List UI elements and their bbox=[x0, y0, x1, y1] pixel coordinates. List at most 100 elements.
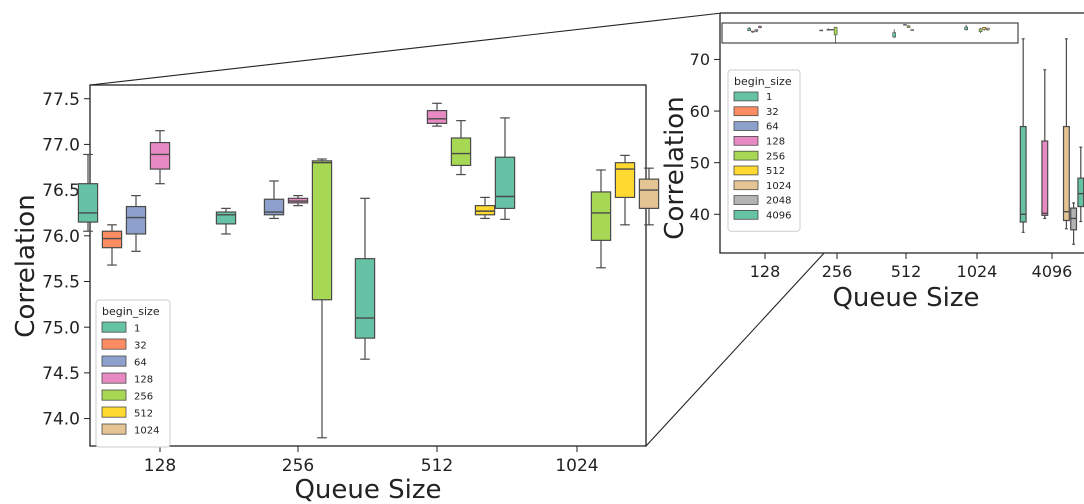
legend-label-512: 512 bbox=[134, 408, 153, 419]
legend-swatch-128 bbox=[101, 372, 127, 384]
inset-x-axis: 128 256 512 1024 4096 bbox=[750, 253, 1073, 281]
legend-swatch-32 bbox=[733, 106, 759, 117]
box-4096-1024 bbox=[1062, 38, 1070, 230]
legend-label-128: 128 bbox=[134, 374, 153, 385]
main-x-axis-title: Queue Size bbox=[294, 475, 441, 504]
zoom-box bbox=[985, 27, 990, 31]
box-512-1 bbox=[354, 197, 376, 360]
main-y-tick-label: 76.0 bbox=[42, 227, 80, 247]
legend-swatch-1024 bbox=[733, 180, 759, 191]
legend-swatch-512 bbox=[101, 406, 127, 418]
main-y-tick-label: 74.0 bbox=[42, 410, 80, 430]
legend-label-64: 64 bbox=[766, 122, 779, 133]
main-chart: 74.0 74.5 75.0 75.5 76.0 76.5 77.0 77.5 128 256 5… bbox=[11, 84, 660, 504]
legend-swatch-32 bbox=[101, 338, 127, 350]
main-x-tick-label: 128 bbox=[144, 456, 176, 476]
box-iqr bbox=[638, 178, 660, 209]
box-1024-1 bbox=[494, 117, 516, 220]
box-1024-1024 bbox=[638, 167, 660, 226]
box-4096-2048 bbox=[1070, 202, 1078, 245]
legend-label-1: 1 bbox=[134, 323, 140, 334]
box-iqr bbox=[474, 205, 496, 216]
box-iqr bbox=[125, 205, 147, 235]
inset-x-tick-label: 512 bbox=[891, 262, 922, 281]
main-x-tick-label: 1024 bbox=[555, 456, 598, 476]
box-iqr bbox=[1041, 140, 1049, 216]
box-4096-1 bbox=[1019, 38, 1027, 233]
legend-swatch-64 bbox=[101, 355, 127, 367]
box-iqr bbox=[263, 198, 285, 216]
inset-x-tick-label: 4096 bbox=[1032, 262, 1073, 281]
box-1024-512 bbox=[614, 154, 636, 226]
zoom-box bbox=[906, 25, 911, 28]
box-iqr bbox=[77, 183, 99, 223]
inset-y-tick-label: 70 bbox=[690, 50, 710, 69]
zoom-line-top bbox=[89, 12, 723, 86]
legend-swatch-64 bbox=[733, 121, 759, 131]
legend-swatch-128 bbox=[733, 135, 759, 146]
box-512-128 bbox=[426, 102, 448, 127]
box-256-128 bbox=[287, 194, 309, 207]
inset-y-tick-label: 40 bbox=[690, 205, 710, 224]
legend-label-256: 256 bbox=[766, 151, 785, 162]
main-y-tick-label: 77.5 bbox=[42, 90, 80, 110]
inset-boxes bbox=[1019, 38, 1084, 245]
box-iqr bbox=[590, 191, 612, 241]
box-iqr bbox=[450, 137, 472, 167]
box-256-64 bbox=[263, 180, 285, 220]
zoom-box bbox=[964, 26, 969, 31]
box-iqr bbox=[311, 160, 333, 301]
zoom-box bbox=[819, 29, 824, 32]
box-4096-128 bbox=[1041, 69, 1049, 220]
inset-legend: begin_size 1 32 64 128 256 512 1024 2048 4096 bbox=[727, 69, 801, 232]
box-512-256 bbox=[450, 120, 472, 176]
box-128-128 bbox=[149, 130, 171, 185]
legend-label-4096: 4096 bbox=[766, 211, 791, 222]
inset-y-axis: 40 50 60 70 bbox=[690, 50, 720, 224]
box-4096-4096 bbox=[1077, 146, 1084, 223]
zoom-box bbox=[750, 30, 755, 33]
legend-swatch-2048 bbox=[733, 195, 759, 205]
box-iqr bbox=[494, 156, 516, 209]
box-128-64 bbox=[125, 194, 147, 252]
main-y-tick-label: 75.5 bbox=[42, 273, 80, 293]
legend-swatch-1024 bbox=[101, 423, 127, 435]
main-plot-frame bbox=[89, 84, 647, 447]
zoom-region-frame bbox=[721, 22, 1019, 44]
inset-chart: 40 50 60 70 128 256 512 1024 4096 Correlation Q… bbox=[660, 12, 1084, 313]
main-legend-title: begin_size bbox=[102, 305, 160, 318]
inset-x-tick-label: 128 bbox=[750, 262, 781, 281]
inset-y-tick-label: 50 bbox=[690, 153, 710, 172]
legend-label-2048: 2048 bbox=[766, 196, 791, 207]
box-128-32 bbox=[101, 224, 123, 266]
legend-swatch-1 bbox=[101, 321, 127, 333]
inset-x-axis-title: Queue Size bbox=[832, 283, 979, 313]
main-y-axis-title: Correlation bbox=[11, 194, 41, 337]
zoom-box bbox=[903, 24, 907, 26]
box-iqr bbox=[1077, 177, 1084, 208]
inset-zoom-region bbox=[721, 22, 1019, 44]
main-y-tick-label: 75.0 bbox=[42, 318, 80, 338]
inset-y-tick-label: 60 bbox=[690, 102, 710, 121]
box-1024-256 bbox=[590, 169, 612, 269]
zoom-box bbox=[892, 32, 897, 38]
main-legend: begin_size 1 32 64 128 256 512 1024 bbox=[95, 299, 171, 448]
main-x-tick-label: 512 bbox=[421, 456, 453, 476]
legend-label-32: 32 bbox=[134, 340, 147, 351]
main-y-tick-label: 74.5 bbox=[42, 364, 80, 384]
zoom-box bbox=[830, 28, 834, 31]
legend-swatch-1 bbox=[733, 91, 759, 102]
legend-label-1024: 1024 bbox=[766, 181, 791, 192]
box-iqr bbox=[1019, 125, 1027, 223]
inset-y-axis-title: Correlation bbox=[660, 96, 690, 239]
main-boxes bbox=[77, 102, 660, 439]
legend-swatch-256 bbox=[733, 150, 759, 161]
box-iqr bbox=[101, 230, 123, 249]
zoom-box bbox=[758, 25, 762, 28]
legend-swatch-512 bbox=[733, 165, 759, 176]
inset-legend-title: begin_size bbox=[734, 75, 792, 88]
zoom-box bbox=[978, 28, 983, 32]
main-y-tick-label: 76.5 bbox=[42, 181, 80, 201]
legend-label-128: 128 bbox=[766, 137, 785, 148]
box-256-256 bbox=[311, 158, 333, 439]
